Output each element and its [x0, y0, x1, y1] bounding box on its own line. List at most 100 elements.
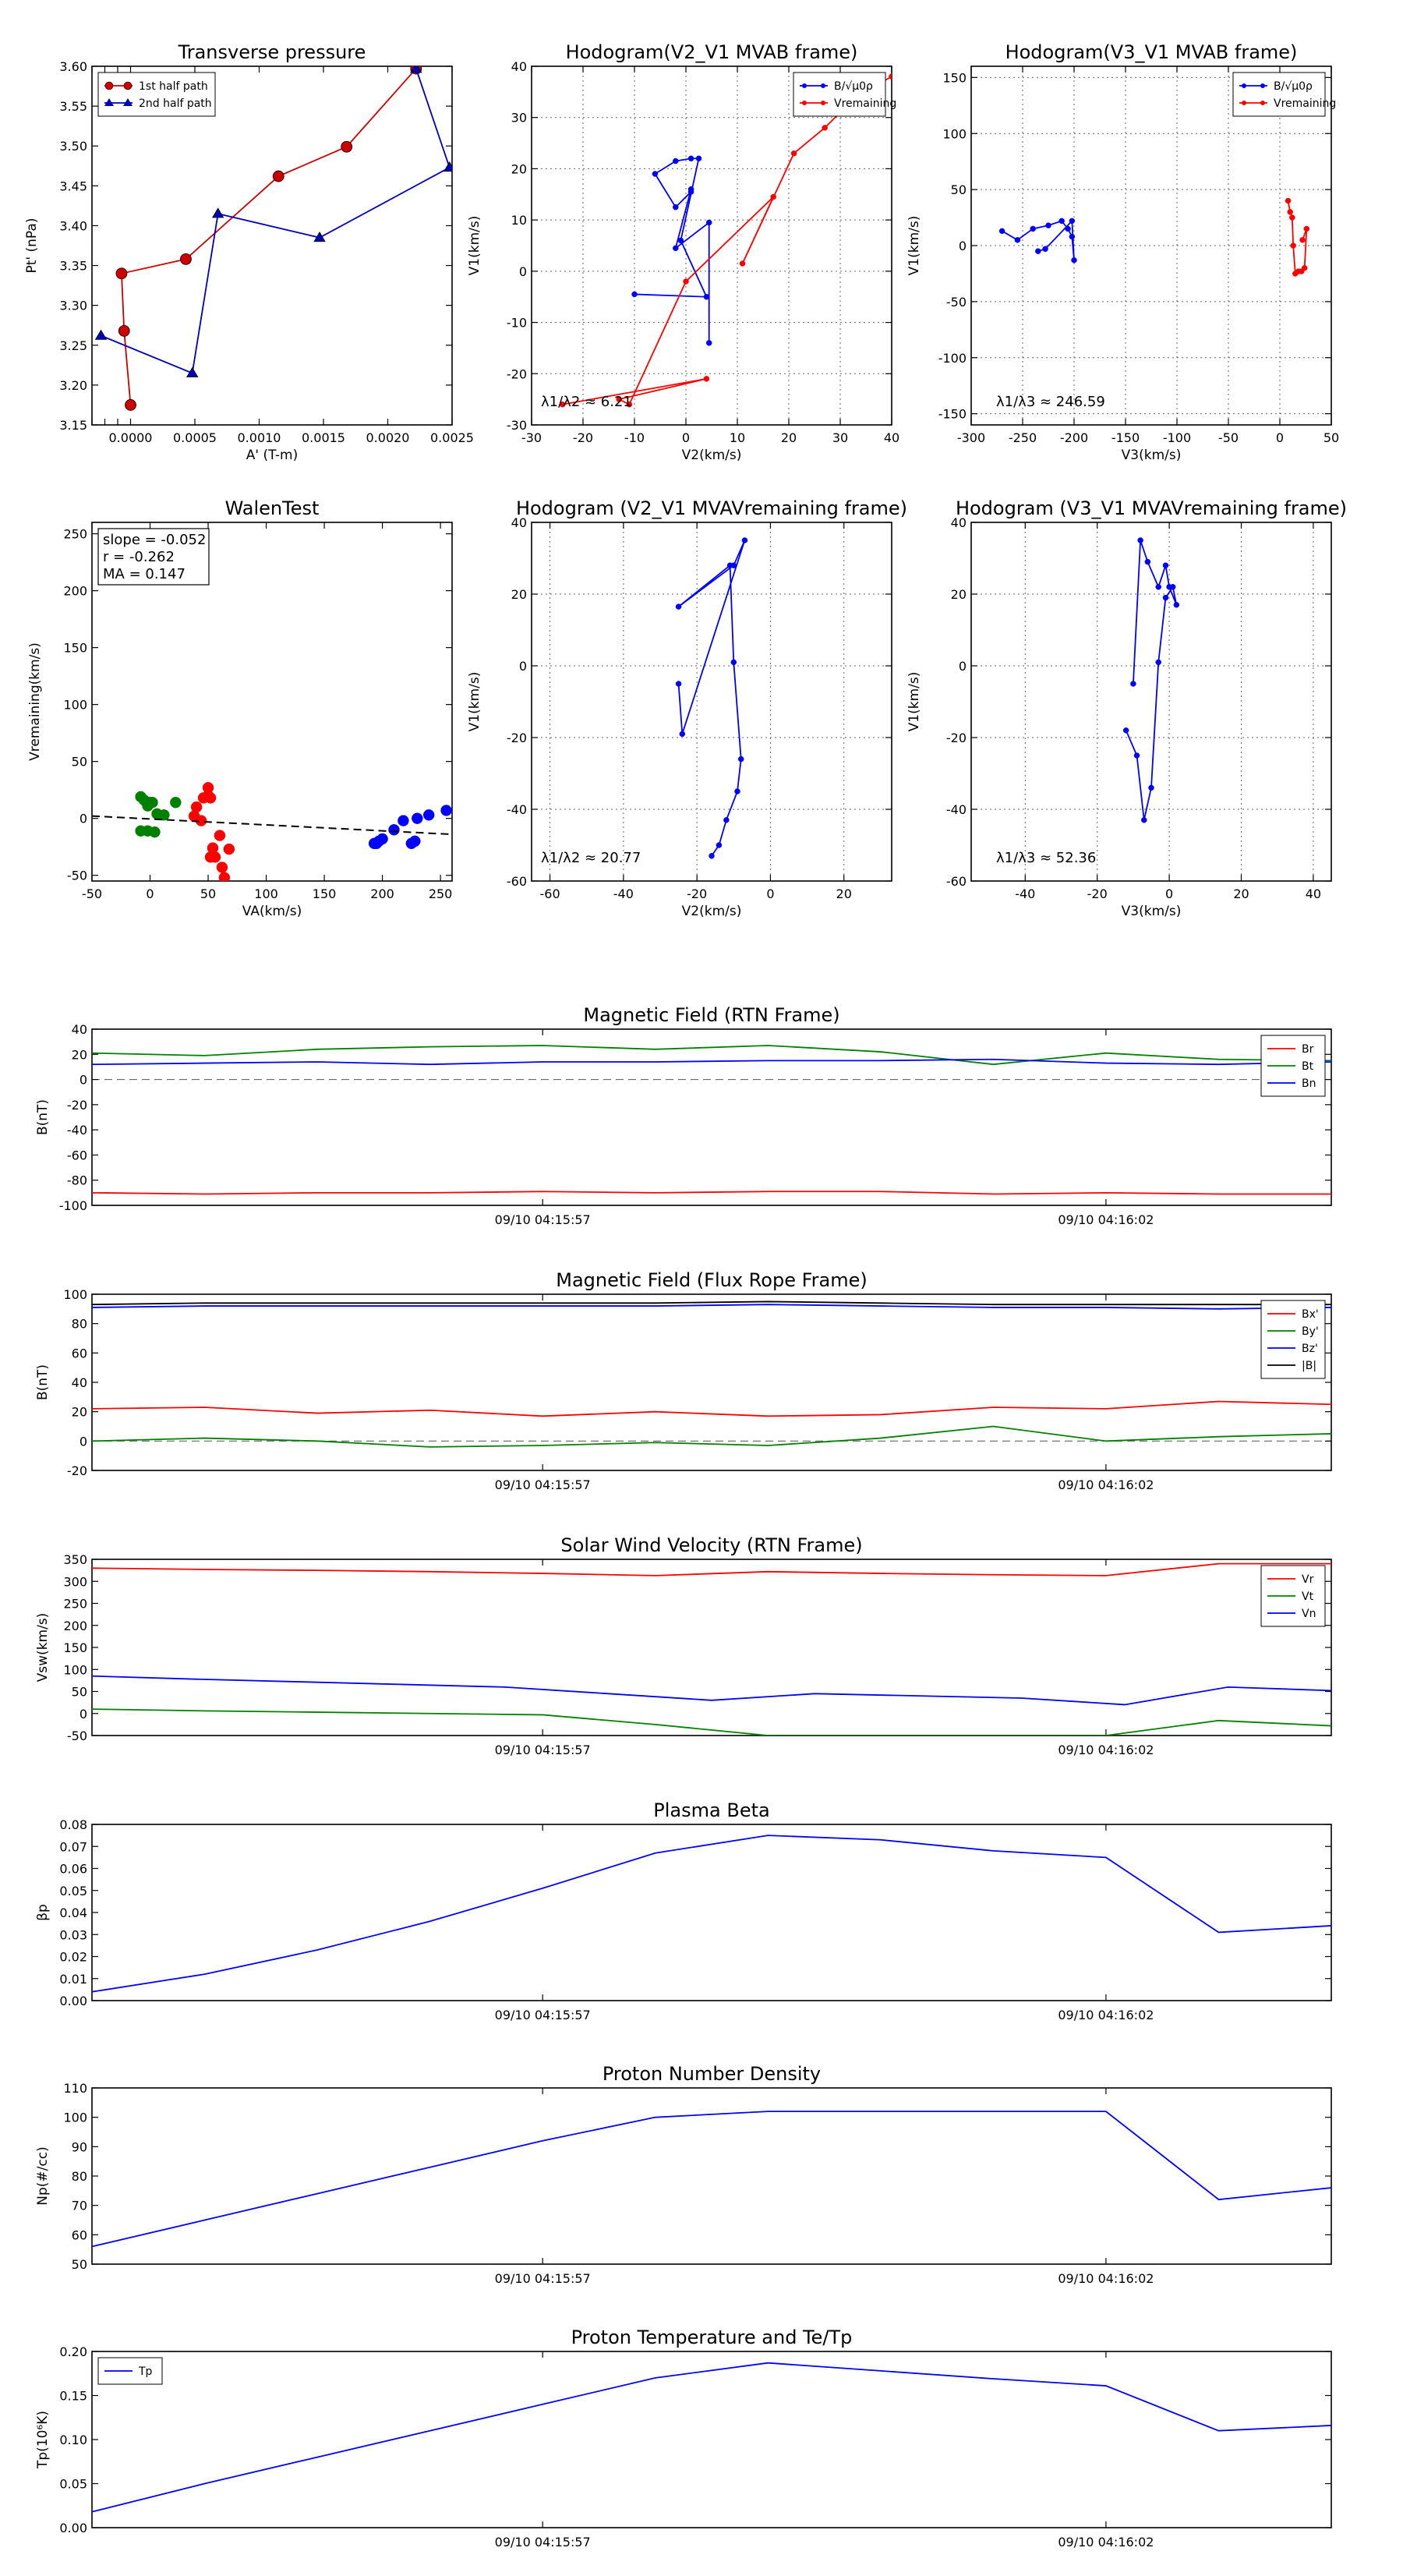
chart-tpr: 0.00 0.05 0.10 0.15 0.20 Proton Temperature a… — [35, 2327, 1332, 2549]
series-line-0 — [677, 540, 746, 857]
chart-title: Hodogram (V2_V1 MVAVremaining frame) — [516, 497, 907, 519]
y-tick-label: 70 — [72, 2199, 87, 2213]
data-point — [216, 862, 228, 873]
x-tick-label: -10 — [624, 430, 645, 445]
y-tick-label: 0.03 — [59, 1927, 87, 1942]
legend-label: Vremaining — [1274, 97, 1336, 110]
series-line-0 — [92, 1400, 1331, 1417]
x-tick-label: 50 — [200, 886, 216, 901]
data-point — [1141, 817, 1147, 823]
data-point — [1014, 237, 1021, 243]
legend: Br Bt Bn — [1260, 1035, 1326, 1097]
legend-label: Bn — [1302, 1077, 1316, 1090]
chart-h1: -30 -20 -10 0 10 20 30 40 -30 -20 -10 0 10 20 30 40 Hodo… — [467, 41, 899, 463]
ratio-annotation: λ1/λ3 ≈ 52.36 — [996, 850, 1096, 866]
x-tick-label: -40 — [1015, 886, 1035, 901]
data-point — [1287, 209, 1293, 215]
x-tick-label: 0 — [1276, 430, 1284, 445]
fit-line — [91, 815, 453, 836]
data-point — [170, 796, 182, 809]
data-point — [652, 171, 659, 177]
y-tick-label: 50 — [72, 1685, 87, 1700]
x-tick-label: -40 — [613, 886, 634, 901]
x-axis-label: V2(km/s) — [682, 448, 742, 463]
legend-label: Bx' — [1302, 1308, 1319, 1321]
y-axis-label: Vremaining(km/s) — [27, 642, 43, 761]
x-axis-label: A' (T-m) — [246, 448, 299, 463]
data-point — [726, 562, 733, 568]
data-point — [1289, 214, 1295, 221]
x-tick-label: 0 — [682, 430, 690, 445]
data-point — [703, 376, 710, 382]
stats-line: MA = 0.147 — [103, 566, 186, 582]
y-tick-label: 50 — [951, 182, 967, 197]
y-tick-label: 0.20 — [59, 2344, 87, 2359]
series-line-0 — [92, 1191, 1331, 1195]
y-axis-label: B(nT) — [35, 1364, 51, 1400]
legend: Vr Vt Vn — [1260, 1565, 1326, 1627]
y-tick-label: 20 — [72, 1047, 87, 1062]
y-tick-label: 40 — [511, 59, 527, 74]
legend: Bx' By' Bz' |B| — [1260, 1300, 1326, 1379]
data-point — [1137, 537, 1143, 543]
data-point — [147, 796, 158, 809]
chart-title: Proton Number Density — [603, 2063, 821, 2085]
y-tick-label: 60 — [72, 1346, 87, 1361]
y-tick-label: -20 — [507, 731, 527, 745]
x-tick-label: 09/10 04:16:02 — [1058, 2535, 1154, 2549]
y-tick-label: 100 — [63, 698, 87, 713]
legend-label: |B| — [1302, 1360, 1316, 1372]
ratio-annotation: λ1/λ2 ≈ 6.21 — [541, 394, 632, 410]
data-point — [675, 681, 682, 687]
y-tick-label: 90 — [72, 2139, 87, 2154]
x-tick-label: -300 — [957, 430, 985, 445]
x-tick-label: 40 — [1306, 886, 1321, 901]
data-point — [737, 755, 744, 763]
chart-title: Hodogram (V3_V1 MVAVremaining frame) — [956, 497, 1347, 519]
data-point — [741, 537, 748, 543]
data-point — [1133, 752, 1140, 759]
data-point — [1069, 233, 1076, 240]
legend-label: 2nd half path — [139, 97, 212, 110]
data-point — [673, 157, 679, 165]
data-point — [410, 66, 422, 73]
data-point — [202, 790, 214, 801]
data-point — [115, 267, 128, 280]
plot-area — [675, 537, 748, 859]
plot-frame — [531, 65, 892, 426]
y-tick-label: 80 — [72, 1317, 87, 1332]
y-tick-label: 0 — [80, 812, 87, 826]
y-tick-label: 0 — [959, 239, 967, 253]
y-tick-label: 3.30 — [59, 299, 87, 313]
legend-box — [793, 72, 886, 117]
x-tick-label: 0.0010 — [238, 430, 281, 445]
y-tick-label: 0.01 — [59, 1972, 87, 1987]
data-point — [190, 801, 203, 813]
y-tick-label: 250 — [63, 1597, 87, 1612]
x-tick-label: 0.0020 — [366, 430, 410, 445]
data-point — [440, 805, 452, 816]
x-tick-label: 09/10 04:16:02 — [1058, 1212, 1154, 1227]
data-point — [695, 155, 702, 162]
legend-marker — [1242, 101, 1246, 105]
data-point — [998, 228, 1005, 235]
y-tick-label: 0 — [519, 659, 527, 674]
data-point — [822, 125, 828, 131]
ratio-annotation: λ1/λ2 ≈ 20.77 — [541, 850, 641, 866]
plot-area — [92, 1562, 1331, 1736]
y-tick-label: 3.60 — [59, 59, 87, 74]
data-point — [709, 853, 715, 859]
x-tick-label: -20 — [1087, 886, 1108, 901]
x-tick-label: -100 — [1163, 430, 1191, 445]
y-tick-label: 20 — [951, 587, 967, 602]
x-tick-label: -20 — [687, 886, 707, 901]
y-tick-label: 0.05 — [59, 2477, 87, 2492]
data-point — [673, 245, 679, 252]
legend-marker — [104, 98, 114, 106]
data-point — [1173, 602, 1180, 608]
series-line-2 — [92, 1058, 1331, 1066]
